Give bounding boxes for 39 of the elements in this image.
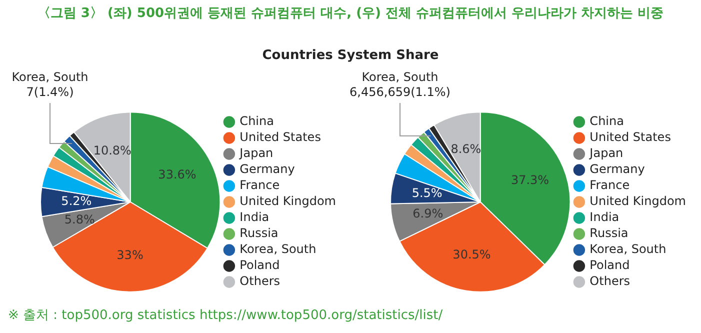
legend-label: China <box>590 114 624 128</box>
legend-label: Japan <box>238 146 274 160</box>
legend-label: France <box>590 178 630 192</box>
legend-label: China <box>240 114 274 128</box>
legend-label: United Kingdom <box>590 194 686 208</box>
legend-label: India <box>590 210 620 224</box>
chart-subtitle: Countries System Share <box>261 48 440 63</box>
data-label: 6,456,659(1.1%) <box>350 85 450 100</box>
data-label: 5.2% <box>61 194 92 208</box>
legend-label: United States <box>590 130 671 144</box>
legend-label: Poland <box>590 258 630 272</box>
data-label: 6.9% <box>412 206 444 221</box>
legend-label: Russia <box>590 226 628 240</box>
legend-label: United States <box>240 130 321 144</box>
slice-label: Korea, South <box>362 70 438 84</box>
data-label: 37.3% <box>510 173 550 188</box>
legend-label: France <box>240 178 280 192</box>
chart-title: 〈그림 3〉 (좌) 500위권에 등재된 슈퍼컴퓨터 대수, (우) 전체 슈퍼컴퓨터에서 우리나라가 차지하는 비중 <box>36 5 665 22</box>
legend-label: United Kingdom <box>240 194 336 208</box>
legend-label: Korea, South <box>240 242 316 256</box>
legend-label: Japan <box>588 146 624 160</box>
legend-label: Germany <box>240 162 295 176</box>
legend-label: Korea, South <box>590 242 666 256</box>
legend-label: Germany <box>590 162 645 176</box>
data-label: 33% <box>116 248 144 262</box>
data-label: 5.5% <box>412 186 442 200</box>
legend-label: Russia <box>240 226 278 240</box>
text: ※ 출처 : top500.org statistics https://www.top500.org/statistics/list/ <box>8 307 443 324</box>
data-label: 8.6% <box>450 142 482 156</box>
legend-label: Poland <box>240 258 280 272</box>
data-label: 30.5% <box>452 247 491 262</box>
data-label: 10.8% <box>93 143 132 158</box>
legend-label: Others <box>590 274 630 288</box>
data-label: 33.6% <box>158 168 196 182</box>
slice-label: Korea, South <box>12 70 88 84</box>
data-label: 7(1.4%) <box>26 85 74 100</box>
legend-label: India <box>240 210 270 224</box>
data-label: 5.8% <box>64 212 95 226</box>
legend-label: Others <box>240 274 280 288</box>
